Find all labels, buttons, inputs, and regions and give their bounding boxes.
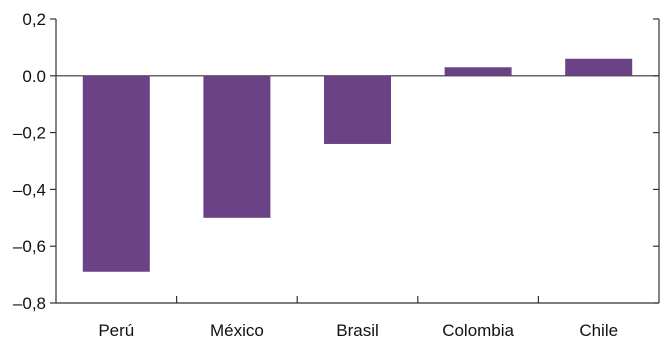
- y-tick-label: –0,2: [13, 124, 46, 143]
- bar-brasil: [324, 75, 391, 144]
- y-tick-label: –0,6: [13, 237, 46, 256]
- y-tick-label: 0.0: [22, 67, 46, 86]
- x-tick-label: Brasil: [336, 321, 379, 340]
- y-tick-label: 0,2: [22, 10, 46, 29]
- x-tick-label: Perú: [98, 321, 134, 340]
- bar-chile: [565, 58, 633, 76]
- bar-méxico: [203, 75, 271, 218]
- y-axis-left: 0,2 0.0 –0,2 –0,4 –0,6 –0,8: [13, 10, 57, 313]
- x-axis-ticks: [176, 296, 540, 303]
- bar-colombia: [444, 67, 512, 76]
- y-axis-right: [653, 18, 660, 304]
- y-tick-label: –0,8: [13, 294, 46, 313]
- x-tick-label: Colombia: [442, 321, 514, 340]
- bar-perú: [82, 75, 150, 272]
- x-tick-label: Chile: [579, 321, 618, 340]
- x-axis-labels: Perú México Brasil Colombia Chile: [98, 321, 618, 340]
- y-tick-label: –0,4: [13, 180, 46, 199]
- x-tick-label: México: [210, 321, 264, 340]
- bars: [82, 58, 633, 272]
